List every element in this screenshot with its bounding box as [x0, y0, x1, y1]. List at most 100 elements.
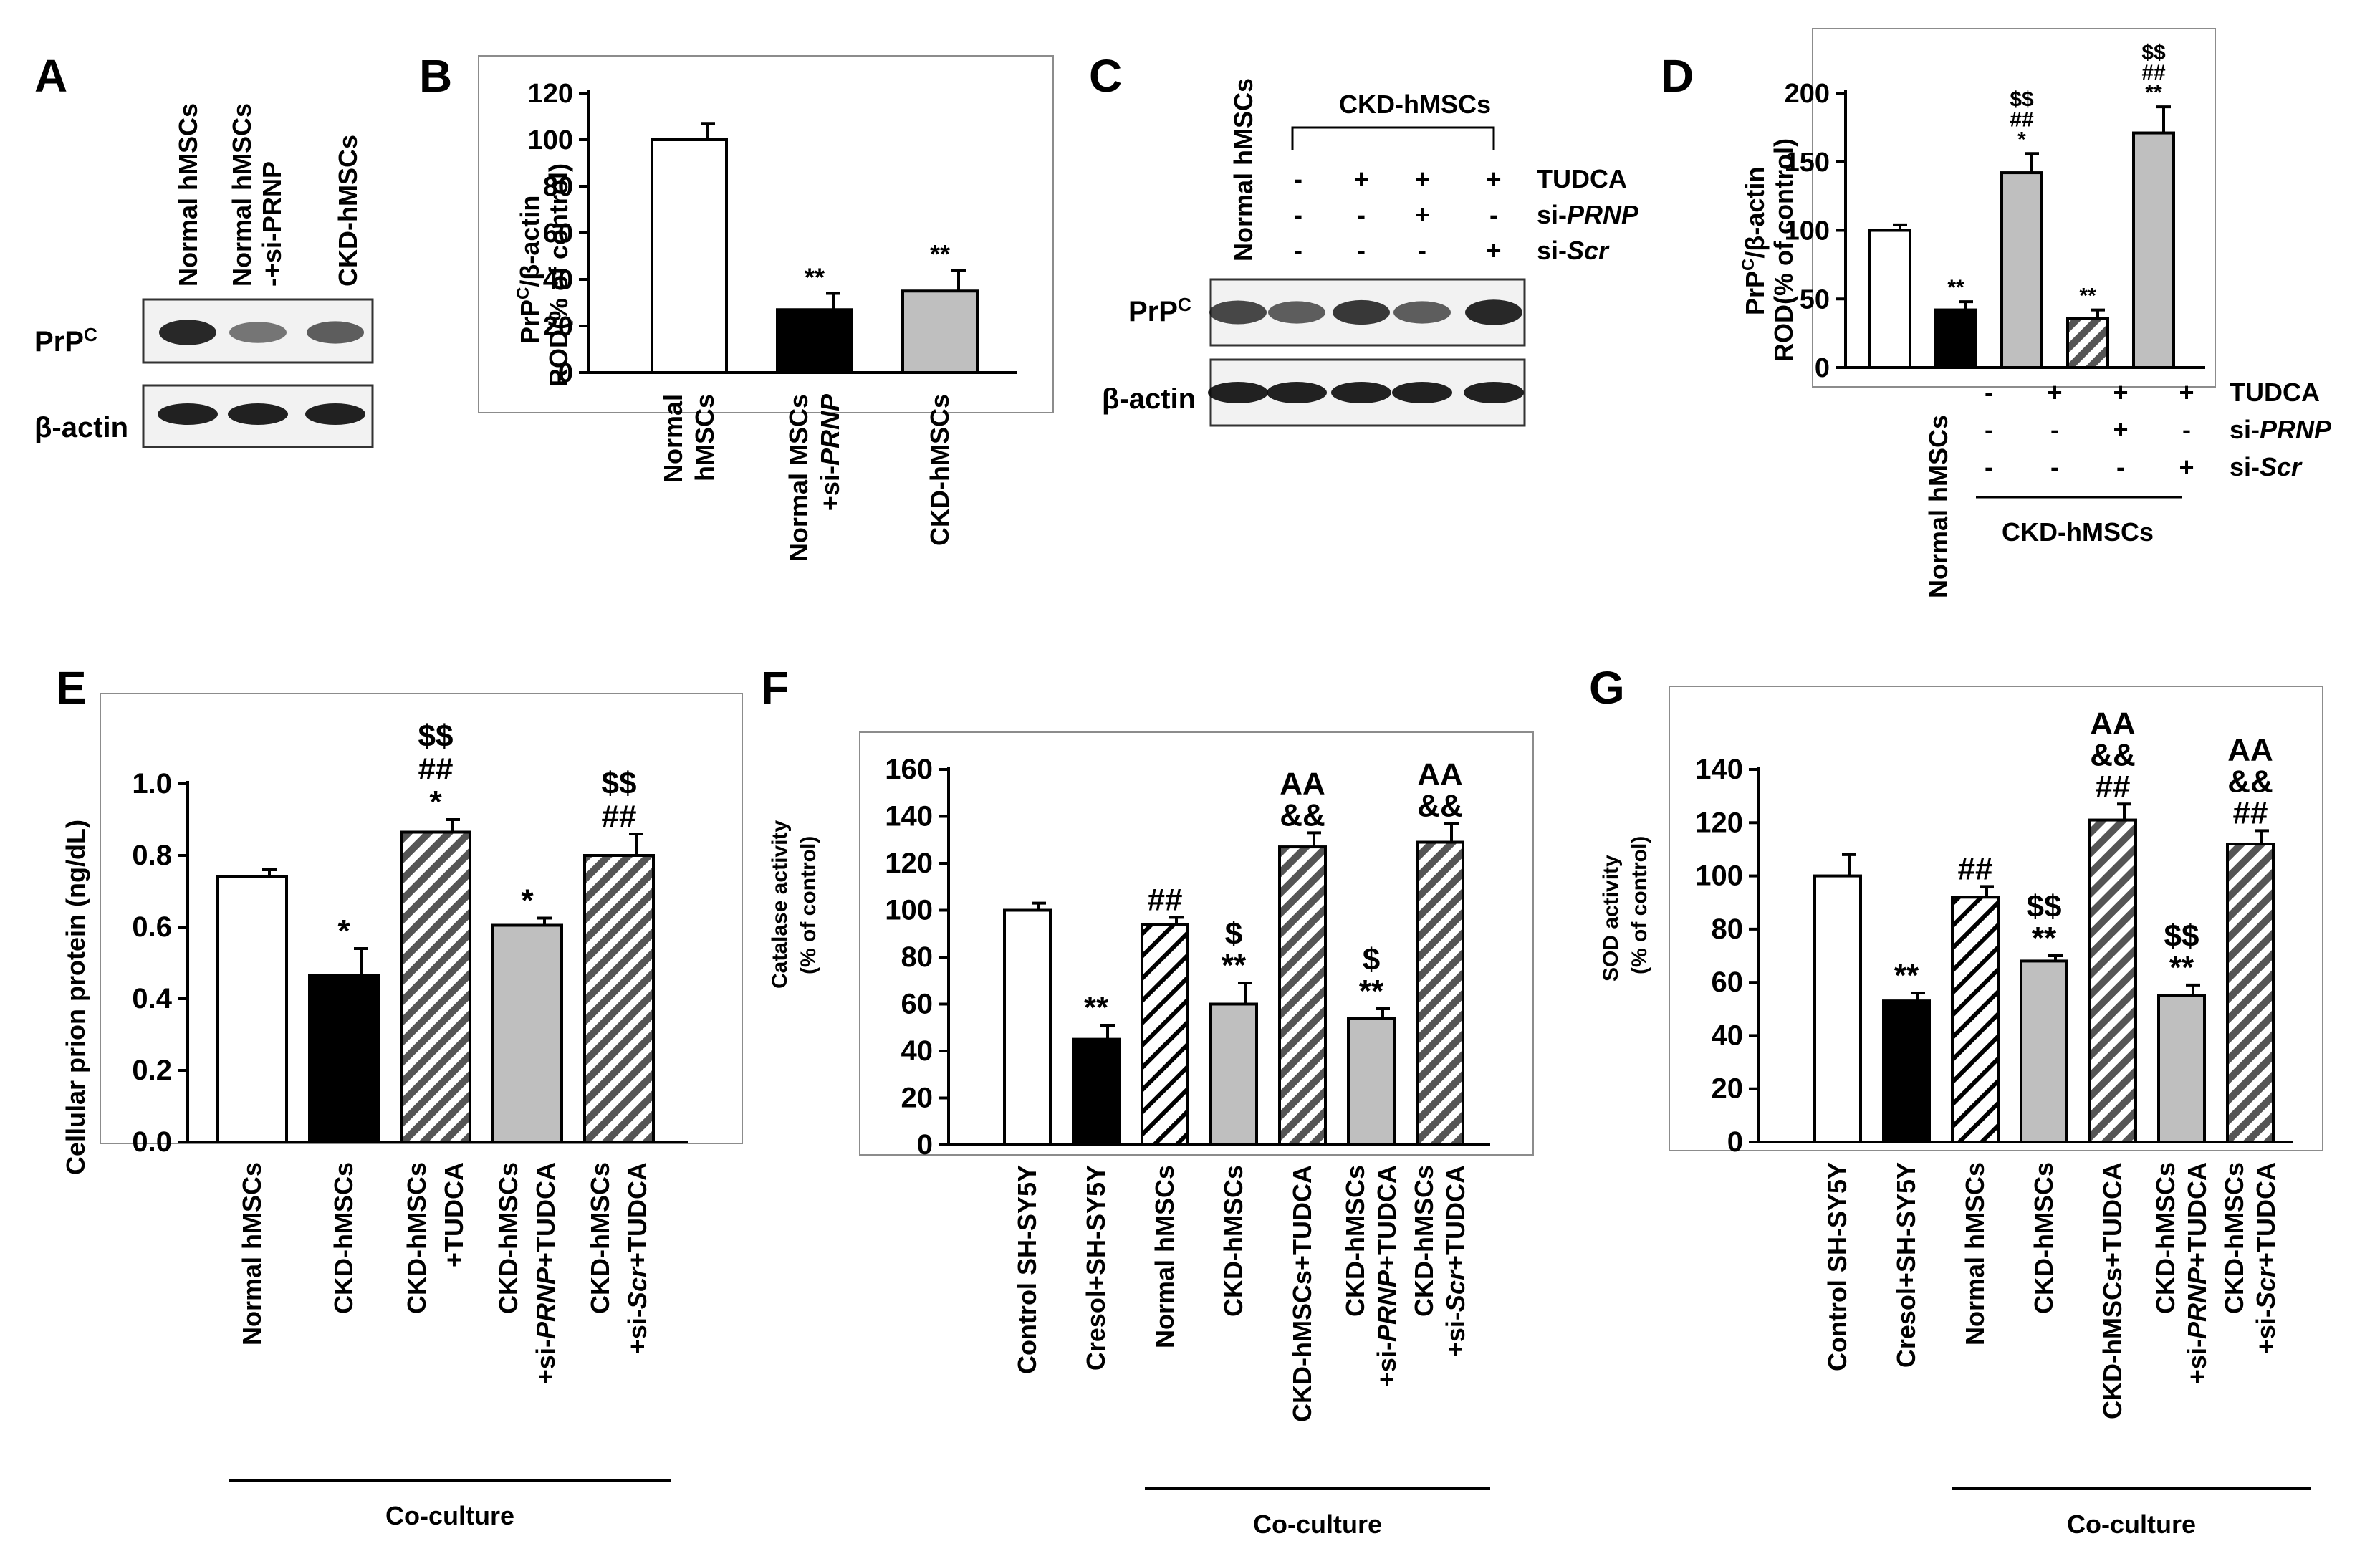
- chart-f-significance-label: **: [1359, 974, 1384, 1009]
- chart-f-bar: [1347, 1017, 1396, 1147]
- chart-d-condition-label: si-Scr: [2230, 452, 2303, 481]
- chart-b-category-label: +si-PRNP: [815, 393, 845, 511]
- chart-g-significance-label: **: [2169, 950, 2194, 985]
- panel-label-c: C: [1089, 50, 1122, 102]
- blot-c-prp-band: [1209, 300, 1267, 325]
- blot-c-sign: +: [1414, 200, 1429, 229]
- chart-b-tick-label: 80: [543, 172, 573, 202]
- chart-e-tick-label: 0.0: [132, 1126, 172, 1158]
- chart-d-significance-label: ##: [2010, 107, 2034, 131]
- chart-f-tick-label: 140: [885, 801, 933, 833]
- chart-d-group-label: CKD-hMSCs: [2002, 517, 2154, 547]
- chart-d-significance-label: **: [2145, 81, 2162, 105]
- chart-e-significance-label: $$: [602, 766, 637, 801]
- chart-e-bar: [400, 830, 471, 1143]
- blot-c-condition-label: TUDCA: [1537, 164, 1627, 193]
- blot-c-sign: +: [1486, 236, 1501, 265]
- chart-b-category-label: CKD-hMSCs: [925, 394, 954, 546]
- chart-g-significance-label: AA: [2090, 706, 2136, 741]
- blot-c-actin-band: [1267, 382, 1327, 403]
- chart-f-category-label: +si-Scr+TUDCA: [1441, 1165, 1470, 1357]
- blot-a-lane-normal: Normal hMSCs: [173, 103, 203, 287]
- blot-a-row-prp: PrPC: [34, 324, 97, 358]
- chart-e-tick-label: 0.6: [132, 911, 172, 943]
- blot-c-condition-label: si-Scr: [1537, 236, 1610, 265]
- blot-c-sign: +: [1486, 164, 1501, 193]
- chart-f-bar: [1003, 908, 1052, 1146]
- chart-e-significance-label: *: [337, 913, 350, 949]
- chart-d-tick-label: 100: [1785, 216, 1830, 246]
- chart-f-tick-label: 40: [901, 1035, 934, 1067]
- chart-f-tick-label: 20: [901, 1083, 934, 1114]
- panel-label-f: F: [761, 662, 789, 714]
- chart-f-tick-label: 60: [901, 989, 934, 1020]
- blot-a-lane-sirna-line2: -+si-PRNP: [257, 161, 287, 287]
- chart-b-significance-label: **: [930, 239, 950, 269]
- chart-f-tick-label: 0: [917, 1129, 933, 1161]
- blot-a-actin-band: [158, 403, 218, 425]
- chart-g-significance-label: $$: [2027, 889, 2062, 924]
- chart-d-sign: +: [2179, 452, 2194, 481]
- blot-a-row-actin: β-actin: [34, 412, 128, 443]
- blot-c-group-label: CKD-hMSCs: [1339, 90, 1491, 119]
- panel-b: B PrPC/β-actin ROD(% of control) 0 20 40 60…: [419, 50, 1054, 562]
- chart-e-bar: [308, 974, 380, 1143]
- chart-f-bar: [1072, 1037, 1121, 1146]
- chart-g-category-label: Cresol+SH-SY5Y: [1891, 1162, 1921, 1368]
- chart-g-significance-label: $$: [2164, 918, 2199, 954]
- chart-d-sign: +: [2179, 378, 2194, 407]
- chart-f-significance-label: **: [1222, 948, 1247, 983]
- chart-e-significance-label: ##: [602, 799, 637, 834]
- chart-d-sign: +: [2047, 378, 2062, 407]
- blot-c-condition-label: si-PRNP: [1537, 200, 1639, 229]
- chart-d-significance-label: $$: [2010, 87, 2034, 111]
- chart-d-tick-label: 200: [1785, 79, 1830, 109]
- chart-f-bar: [1141, 923, 1189, 1147]
- blot-c-actin-band: [1464, 382, 1524, 403]
- chart-g-frame: [1669, 686, 2323, 1151]
- chart-g-significance-label: &&: [2090, 737, 2136, 772]
- chart-g-coculture-label: Co-culture: [2067, 1510, 2196, 1539]
- chart-e-bar: [491, 923, 563, 1143]
- chart-g-tick-label: 140: [1695, 754, 1743, 785]
- chart-g-significance-label: ##: [1958, 851, 1993, 886]
- chart-e-significance-label: ##: [418, 752, 454, 787]
- chart-g-category-label: Normal hMSCs: [1960, 1162, 1990, 1345]
- blot-c-row-actin: β-actin: [1102, 383, 1196, 415]
- chart-f-significance-label: **: [1084, 990, 1109, 1025]
- chart-f-bar: [1416, 840, 1464, 1147]
- blot-c-prp-band: [1333, 299, 1390, 325]
- chart-e-significance-label: $$: [418, 719, 454, 754]
- chart-e-category-label: CKD-hMSCs: [402, 1162, 431, 1314]
- chart-d-bar: [2000, 171, 2043, 369]
- blot-c-sign: +: [1353, 164, 1368, 193]
- blot-c-prp-band: [1268, 301, 1325, 324]
- chart-f-category-label: CKD-hMSCs+TUDCA: [1287, 1165, 1317, 1422]
- chart-e-tick-label: 0.8: [132, 840, 172, 871]
- chart-d-bar: [2066, 317, 2109, 369]
- panel-label-e: E: [56, 662, 87, 714]
- chart-f-category-label: +si-PRNP+TUDCA: [1372, 1165, 1401, 1387]
- chart-b-ylabel-line1: PrPC/β-actin: [514, 196, 544, 344]
- chart-d-tick-label: 50: [1800, 284, 1830, 315]
- chart-g-bar: [1951, 896, 2000, 1144]
- panel-e: E Cellular prion protein (ng/dL) 0.0 0.2 0…: [56, 662, 743, 1530]
- panel-g: G SOD activity (% of control) 0 20 40 60 80 1…: [1589, 662, 2323, 1539]
- chart-b-category-label: hMSCs: [690, 394, 719, 481]
- chart-g-category-label: Control SH-SY5Y: [1823, 1162, 1852, 1371]
- blot-c-sign: -: [1294, 236, 1302, 265]
- chart-g-bar: [1813, 874, 1862, 1143]
- chart-b-frame: [478, 55, 1054, 413]
- chart-d-sign: -: [2050, 452, 2059, 481]
- chart-e-category-label: CKD-hMSCs: [585, 1162, 615, 1314]
- chart-f-category-label: CKD-hMSCs: [1219, 1165, 1248, 1317]
- blot-c-prp-band: [1393, 301, 1451, 324]
- chart-g-bar: [2157, 994, 2206, 1143]
- chart-b-bar: [901, 289, 979, 374]
- chart-g-tick-label: 100: [1695, 860, 1743, 892]
- chart-d-condition-label: si-PRNP: [2230, 415, 2332, 444]
- chart-d-tick-label: 150: [1785, 148, 1830, 178]
- chart-g-tick-label: 60: [1712, 966, 1744, 998]
- chart-f-tick-label: 120: [885, 848, 933, 879]
